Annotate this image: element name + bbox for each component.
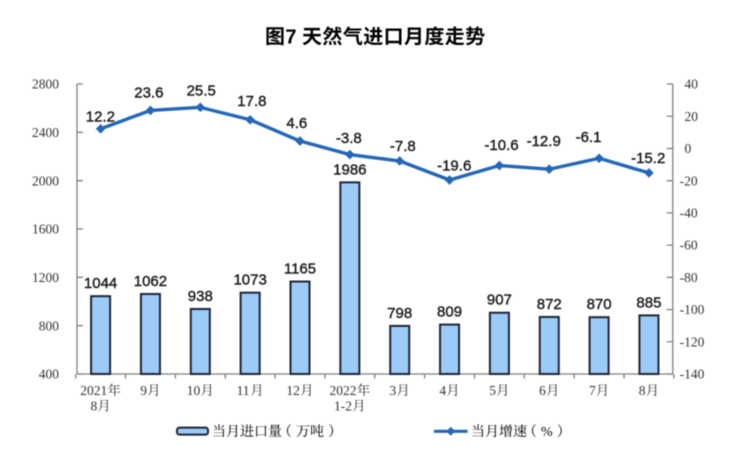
svg-text:1073: 1073 (233, 272, 266, 289)
svg-text:%: % (541, 425, 553, 440)
svg-text:2021: 2021 (80, 383, 107, 398)
svg-text:-140: -140 (680, 367, 705, 382)
svg-text:12: 12 (286, 383, 300, 398)
svg-text:798: 798 (387, 305, 412, 322)
svg-text:1165: 1165 (284, 261, 316, 278)
svg-text:17.8: 17.8 (237, 93, 266, 110)
svg-text:7: 7 (589, 383, 596, 398)
svg-text:40: 40 (685, 77, 699, 92)
svg-text:885: 885 (636, 294, 661, 311)
svg-text:-15.2: -15.2 (631, 150, 665, 167)
svg-text:1062: 1062 (134, 273, 167, 290)
svg-text:-20: -20 (680, 173, 698, 188)
svg-text:3: 3 (390, 383, 397, 398)
svg-text:-6.1: -6.1 (576, 129, 602, 146)
svg-text:9: 9 (140, 383, 147, 398)
svg-text:25.5: 25.5 (187, 82, 216, 99)
svg-text:0: 0 (685, 141, 692, 156)
svg-text:8: 8 (639, 383, 646, 398)
svg-text:-60: -60 (680, 238, 698, 253)
svg-text:2000: 2000 (32, 173, 59, 188)
svg-text:1044: 1044 (84, 275, 117, 292)
svg-text:400: 400 (39, 367, 60, 382)
svg-text:-120: -120 (680, 334, 705, 349)
svg-text:-10.6: -10.6 (484, 137, 518, 154)
svg-text:-40: -40 (680, 205, 698, 220)
svg-text:872: 872 (537, 296, 562, 313)
svg-text:1-2: 1-2 (334, 399, 352, 414)
svg-text:7: 7 (285, 27, 296, 49)
svg-text:8: 8 (90, 399, 97, 414)
svg-text:938: 938 (188, 288, 213, 305)
svg-text:5: 5 (489, 383, 496, 398)
svg-text:-7.8: -7.8 (390, 138, 416, 155)
svg-text:1986: 1986 (333, 161, 366, 178)
svg-text:1600: 1600 (32, 222, 59, 237)
svg-text:12.2: 12.2 (86, 109, 115, 126)
svg-text:6: 6 (539, 383, 546, 398)
svg-text:-80: -80 (680, 270, 698, 285)
svg-text:1200: 1200 (32, 270, 59, 285)
svg-text:11: 11 (237, 383, 250, 398)
svg-text:4: 4 (439, 383, 446, 398)
svg-text:10: 10 (187, 383, 201, 398)
svg-text:870: 870 (587, 296, 612, 313)
svg-text:2400: 2400 (32, 125, 59, 140)
svg-text:23.6: 23.6 (134, 84, 163, 101)
svg-text:907: 907 (487, 292, 512, 309)
svg-text:809: 809 (437, 304, 462, 321)
svg-text:20: 20 (685, 109, 699, 124)
svg-text:4.6: 4.6 (286, 115, 307, 132)
svg-text:2022: 2022 (329, 383, 356, 398)
svg-text:-12.9: -12.9 (527, 133, 561, 150)
svg-text:-100: -100 (680, 302, 705, 317)
svg-text:800: 800 (39, 318, 60, 333)
svg-text:-3.8: -3.8 (336, 130, 362, 147)
svg-text:2800: 2800 (32, 77, 59, 92)
svg-text:-19.6: -19.6 (437, 157, 471, 174)
